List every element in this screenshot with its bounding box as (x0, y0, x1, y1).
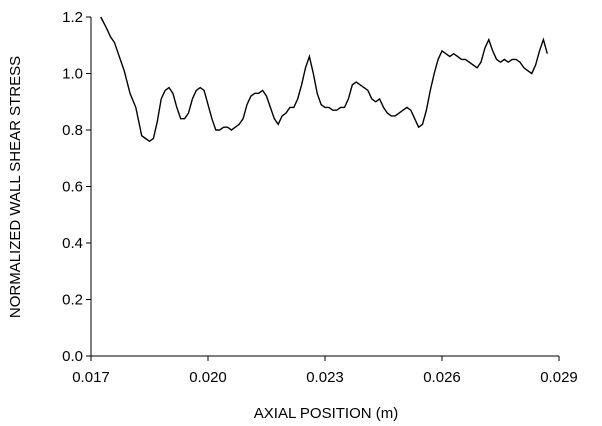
y-tick-label: 0.4 (62, 235, 83, 252)
x-tick-label: 0.026 (423, 369, 461, 386)
x-tick-label: 0.029 (540, 369, 578, 386)
y-tick-label: 0.0 (62, 348, 83, 365)
y-ticks: 0.0 0.2 0.4 0.6 0.8 1.0 1.2 (62, 9, 91, 365)
x-axis-label: AXIAL POSITION (m) (254, 405, 398, 422)
axes (90, 17, 559, 357)
x-ticks: 0.017 0.020 0.023 0.026 0.029 (72, 356, 578, 386)
y-tick-label: 0.2 (62, 292, 83, 309)
y-tick-label: 1.0 (62, 66, 83, 83)
x-tick-label: 0.023 (306, 369, 344, 386)
series-line (100, 16, 548, 143)
y-tick-label: 0.6 (62, 179, 83, 196)
y-axis-label: NORMALIZED WALL SHEAR STRESS (7, 56, 24, 318)
x-tick-label: 0.020 (189, 369, 227, 386)
y-tick-label: 1.2 (62, 9, 83, 26)
y-tick-label: 0.8 (62, 122, 83, 139)
x-tick-label: 0.017 (72, 369, 110, 386)
